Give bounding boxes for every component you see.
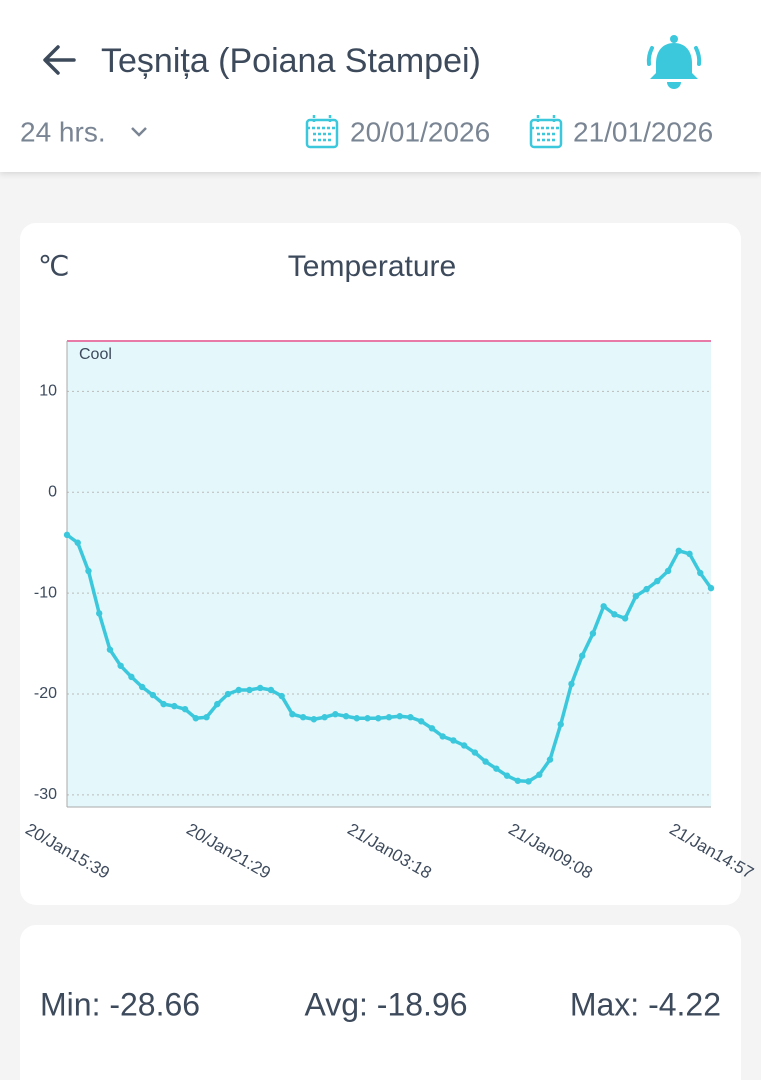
point xyxy=(267,686,275,694)
point xyxy=(192,715,199,722)
point xyxy=(96,610,103,617)
point xyxy=(589,630,597,637)
point xyxy=(686,550,693,558)
date-text: 21/01/2026 xyxy=(573,116,713,147)
point xyxy=(149,691,157,699)
point xyxy=(418,718,425,725)
stat-max: Max: -4.22 xyxy=(570,986,721,1022)
point xyxy=(557,721,564,728)
point xyxy=(450,737,457,744)
point xyxy=(364,715,371,722)
point xyxy=(643,585,650,593)
point xyxy=(310,716,318,723)
alarm-bell[interactable] xyxy=(646,35,702,89)
point xyxy=(460,742,468,749)
point xyxy=(138,683,146,691)
band-label: Cool xyxy=(79,346,112,363)
point xyxy=(117,662,124,669)
stat-avg: Avg: -18.96 xyxy=(304,986,467,1022)
date-to[interactable]: 21/01/2026 xyxy=(529,115,713,149)
y-unit: ℃ xyxy=(38,250,69,281)
calendar-icon xyxy=(529,115,563,149)
y-tick-label: -20 xyxy=(34,685,57,702)
station-title: Teșnița (Poiana Stampei) xyxy=(101,42,481,80)
calendar-icon xyxy=(305,115,339,149)
point xyxy=(600,603,607,610)
point xyxy=(407,714,414,721)
point xyxy=(74,539,81,546)
point xyxy=(503,772,511,779)
date-from[interactable]: 20/01/2026 xyxy=(305,115,490,149)
y-tick-label: 10 xyxy=(39,383,57,400)
point xyxy=(536,771,543,778)
point xyxy=(289,711,296,718)
chevron xyxy=(131,127,147,137)
point xyxy=(85,567,92,575)
point xyxy=(525,778,532,785)
point xyxy=(214,700,221,708)
point xyxy=(278,692,285,700)
back-button[interactable] xyxy=(43,45,76,75)
y-tick-label: -30 xyxy=(34,786,57,803)
point xyxy=(611,611,618,618)
point xyxy=(439,733,446,740)
chart-title: Temperature xyxy=(288,250,456,283)
point xyxy=(106,646,114,653)
date-text: 20/01/2026 xyxy=(350,116,490,147)
point xyxy=(63,531,71,539)
point xyxy=(514,777,521,784)
point xyxy=(621,615,629,622)
point xyxy=(385,714,393,721)
stats-card xyxy=(20,925,741,1080)
point xyxy=(246,686,253,694)
point xyxy=(342,713,350,720)
y-tick-label: -10 xyxy=(34,584,57,601)
range-select[interactable]: 24 hrs. xyxy=(20,116,147,147)
header-bar xyxy=(0,0,761,172)
point xyxy=(299,714,307,721)
point xyxy=(568,680,575,688)
range-label: 24 hrs. xyxy=(20,116,106,147)
point xyxy=(353,715,360,722)
point xyxy=(707,584,715,592)
point xyxy=(181,705,189,713)
y-tick-label: 0 xyxy=(48,484,57,501)
point xyxy=(428,725,436,732)
point xyxy=(546,756,554,763)
point xyxy=(203,714,210,721)
point xyxy=(654,577,661,585)
point xyxy=(632,592,640,600)
point xyxy=(128,673,135,681)
point xyxy=(579,652,586,659)
point xyxy=(675,547,682,555)
point xyxy=(257,684,264,692)
point xyxy=(396,713,403,720)
point xyxy=(493,765,500,772)
point xyxy=(471,749,479,756)
band xyxy=(67,341,711,807)
point xyxy=(224,690,232,698)
point xyxy=(160,700,167,708)
point xyxy=(235,686,242,694)
point xyxy=(482,758,489,765)
point xyxy=(697,569,704,577)
point xyxy=(664,567,672,575)
point xyxy=(375,715,382,722)
point xyxy=(171,702,178,710)
point xyxy=(332,711,339,718)
point xyxy=(321,714,328,721)
stat-min: Min: -28.66 xyxy=(40,986,200,1022)
